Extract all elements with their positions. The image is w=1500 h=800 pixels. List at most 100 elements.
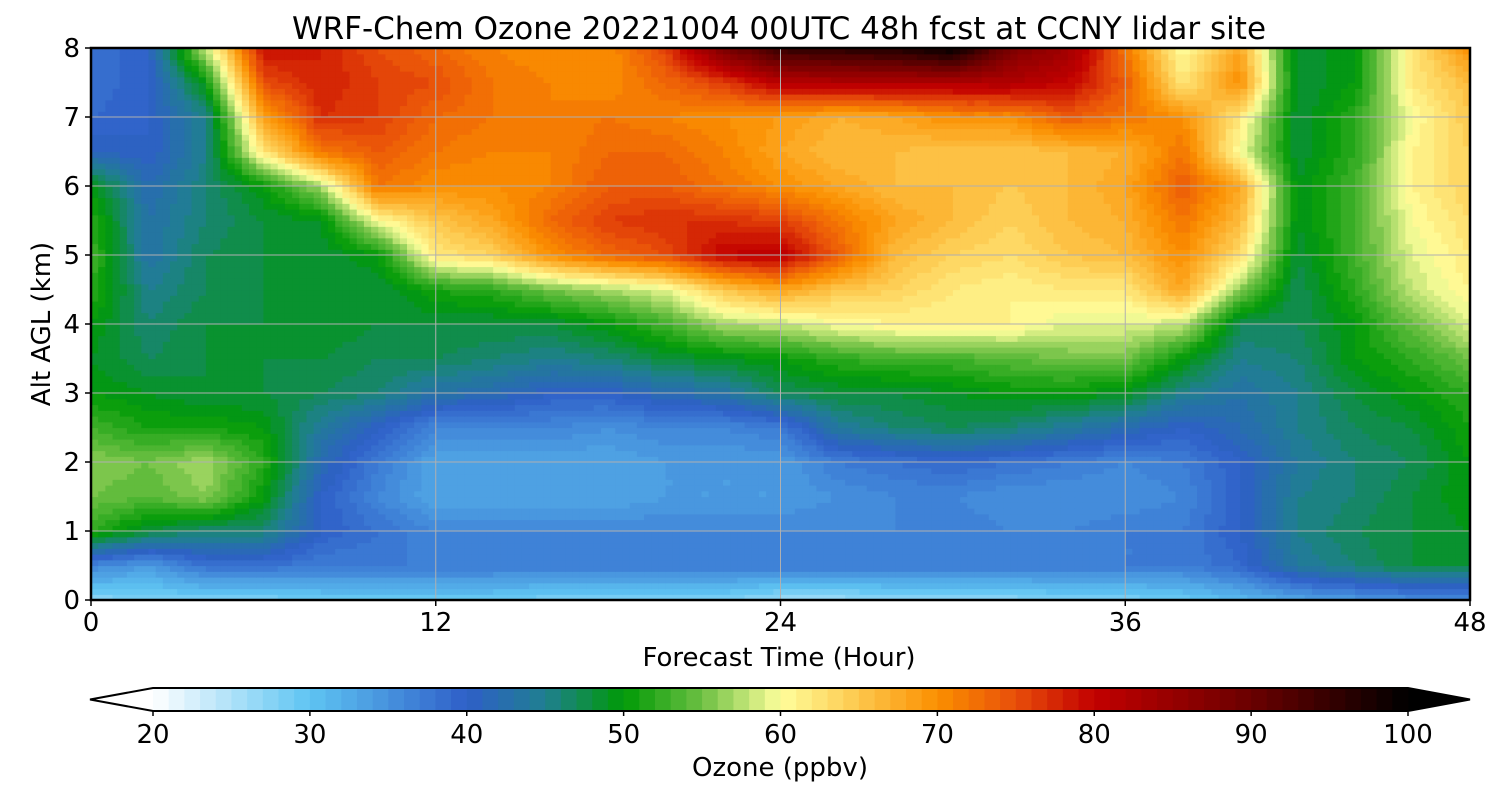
heatmap-cell	[744, 559, 753, 567]
heatmap-cell	[902, 542, 911, 549]
heatmap-cell	[988, 485, 997, 492]
heatmap-cell	[1412, 473, 1421, 480]
heatmap-cell	[1390, 554, 1399, 561]
heatmap-cell	[1132, 565, 1141, 572]
heatmap-cell	[306, 462, 315, 469]
heatmap-cell	[1125, 588, 1134, 595]
heatmap-cell	[1031, 571, 1040, 578]
heatmap-cell	[780, 594, 789, 600]
heatmap-cell	[1118, 588, 1126, 595]
heatmap-cell	[371, 542, 379, 549]
heatmap-cell	[579, 594, 588, 600]
heatmap-cell	[1347, 496, 1356, 503]
heatmap-cell	[794, 502, 803, 509]
heatmap-cell	[328, 554, 336, 561]
heatmap-cell	[1197, 450, 1205, 457]
heatmap-cell	[270, 577, 279, 584]
heatmap-cell	[737, 490, 746, 498]
heatmap-cell	[837, 467, 846, 475]
heatmap-cell	[1175, 542, 1184, 549]
heatmap-cell	[995, 473, 1004, 480]
heatmap-cell	[1297, 513, 1306, 521]
heatmap-cell	[766, 548, 774, 555]
heatmap-cell	[1175, 588, 1184, 595]
heatmap-cell	[249, 542, 257, 549]
heatmap-cell	[241, 513, 250, 521]
heatmap-cell	[895, 467, 904, 475]
heatmap-cell	[1003, 462, 1011, 469]
heatmap-cell	[1297, 542, 1306, 549]
heatmap-cell	[873, 525, 882, 532]
heatmap-cell	[1455, 571, 1464, 578]
heatmap-cell	[909, 542, 918, 549]
heatmap-cell	[514, 548, 523, 555]
heatmap-cell	[1426, 548, 1435, 555]
heatmap-cell	[486, 496, 494, 503]
heatmap-cell	[407, 490, 415, 498]
heatmap-cell	[170, 525, 178, 532]
heatmap-cell	[507, 479, 516, 486]
heatmap-cell	[1405, 485, 1414, 492]
heatmap-cell	[1247, 462, 1256, 469]
heatmap-cell	[421, 456, 430, 463]
heatmap-cell	[184, 479, 193, 486]
heatmap-cell	[852, 496, 861, 503]
heatmap-cell	[198, 548, 207, 555]
heatmap-cell	[1412, 450, 1421, 457]
heatmap-cell	[837, 588, 846, 595]
heatmap-cell	[342, 513, 351, 521]
heatmap-cell	[572, 582, 580, 590]
heatmap-cell	[428, 565, 437, 572]
heatmap-cell	[213, 542, 221, 549]
heatmap-cell	[227, 542, 236, 549]
heatmap-cell	[514, 554, 523, 561]
heatmap-cell	[1039, 490, 1047, 498]
heatmap-cell	[421, 536, 430, 544]
heatmap-cell	[442, 490, 451, 498]
heatmap-cell	[615, 513, 624, 521]
heatmap-cell	[299, 594, 308, 600]
heatmap-cell	[1046, 594, 1055, 600]
heatmap-cell	[794, 490, 803, 498]
heatmap-cell	[665, 467, 674, 475]
heatmap-cell	[1319, 496, 1327, 503]
heatmap-cell	[1240, 456, 1248, 463]
heatmap-cell	[1096, 559, 1105, 567]
heatmap-cell	[1240, 473, 1248, 480]
heatmap-cell	[1426, 479, 1435, 486]
heatmap-cell	[780, 548, 789, 555]
heatmap-cell	[651, 490, 659, 498]
heatmap-cell	[1168, 485, 1177, 492]
heatmap-cell	[1175, 502, 1184, 509]
heatmap-cell	[1434, 571, 1442, 578]
heatmap-cell	[816, 588, 825, 595]
heatmap-cell	[924, 496, 932, 503]
heatmap-cell	[1455, 525, 1464, 532]
heatmap-cell	[213, 479, 221, 486]
heatmap-cell	[802, 536, 810, 544]
heatmap-cell	[888, 456, 897, 463]
heatmap-cell	[579, 577, 588, 584]
heatmap-cell	[579, 554, 588, 561]
heatmap-cell	[1232, 479, 1241, 486]
heatmap-cell	[1082, 450, 1090, 457]
heatmap-cell	[191, 531, 200, 538]
heatmap-cell	[1225, 519, 1234, 526]
heatmap-cell	[371, 577, 379, 584]
heatmap-cell	[1319, 577, 1327, 584]
heatmap-cell	[1161, 525, 1169, 532]
heatmap-cell	[1297, 456, 1306, 463]
heatmap-cell	[1074, 531, 1083, 538]
heatmap-cell	[1247, 536, 1256, 544]
heatmap-cell	[205, 462, 214, 469]
heatmap-cell	[414, 594, 422, 600]
heatmap-cell	[1448, 456, 1457, 463]
heatmap-cell	[1067, 531, 1076, 538]
heatmap-cell	[593, 473, 602, 480]
heatmap-cell	[1304, 467, 1313, 475]
heatmap-cell	[715, 496, 724, 503]
heatmap-cell	[141, 525, 150, 532]
heatmap-cell	[1390, 490, 1399, 498]
heatmap-cell	[292, 548, 300, 555]
heatmap-cell	[407, 496, 415, 503]
